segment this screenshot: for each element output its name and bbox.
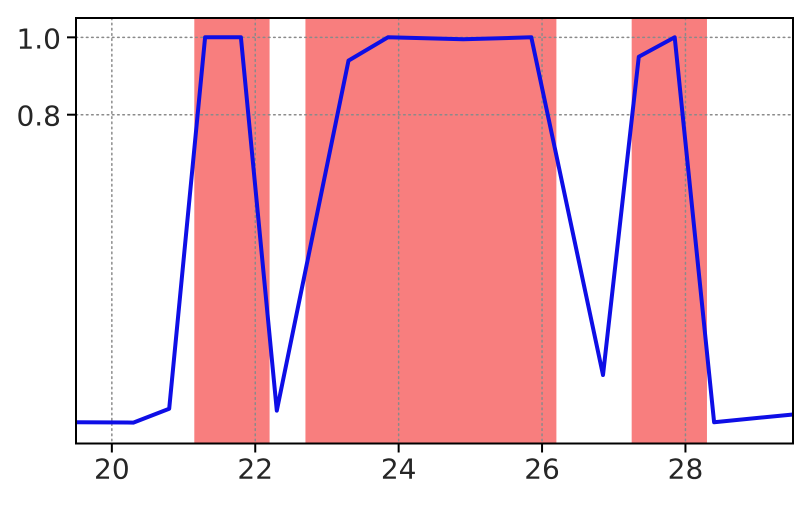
anomaly-band-1 bbox=[194, 18, 270, 444]
x-tick-label: 24 bbox=[381, 453, 417, 486]
blue-signal-line bbox=[75, 35, 794, 425]
y-tick-label: 1.0 bbox=[16, 22, 61, 55]
x-tick-label: 28 bbox=[668, 453, 704, 486]
plot-border bbox=[75, 17, 794, 445]
x-tick-label: 26 bbox=[524, 453, 560, 486]
y-tick-label: 0.8 bbox=[16, 100, 61, 133]
x-tick-label: 20 bbox=[94, 453, 130, 486]
x-tick-label: 22 bbox=[237, 453, 273, 486]
anomaly-band-2 bbox=[305, 18, 557, 444]
